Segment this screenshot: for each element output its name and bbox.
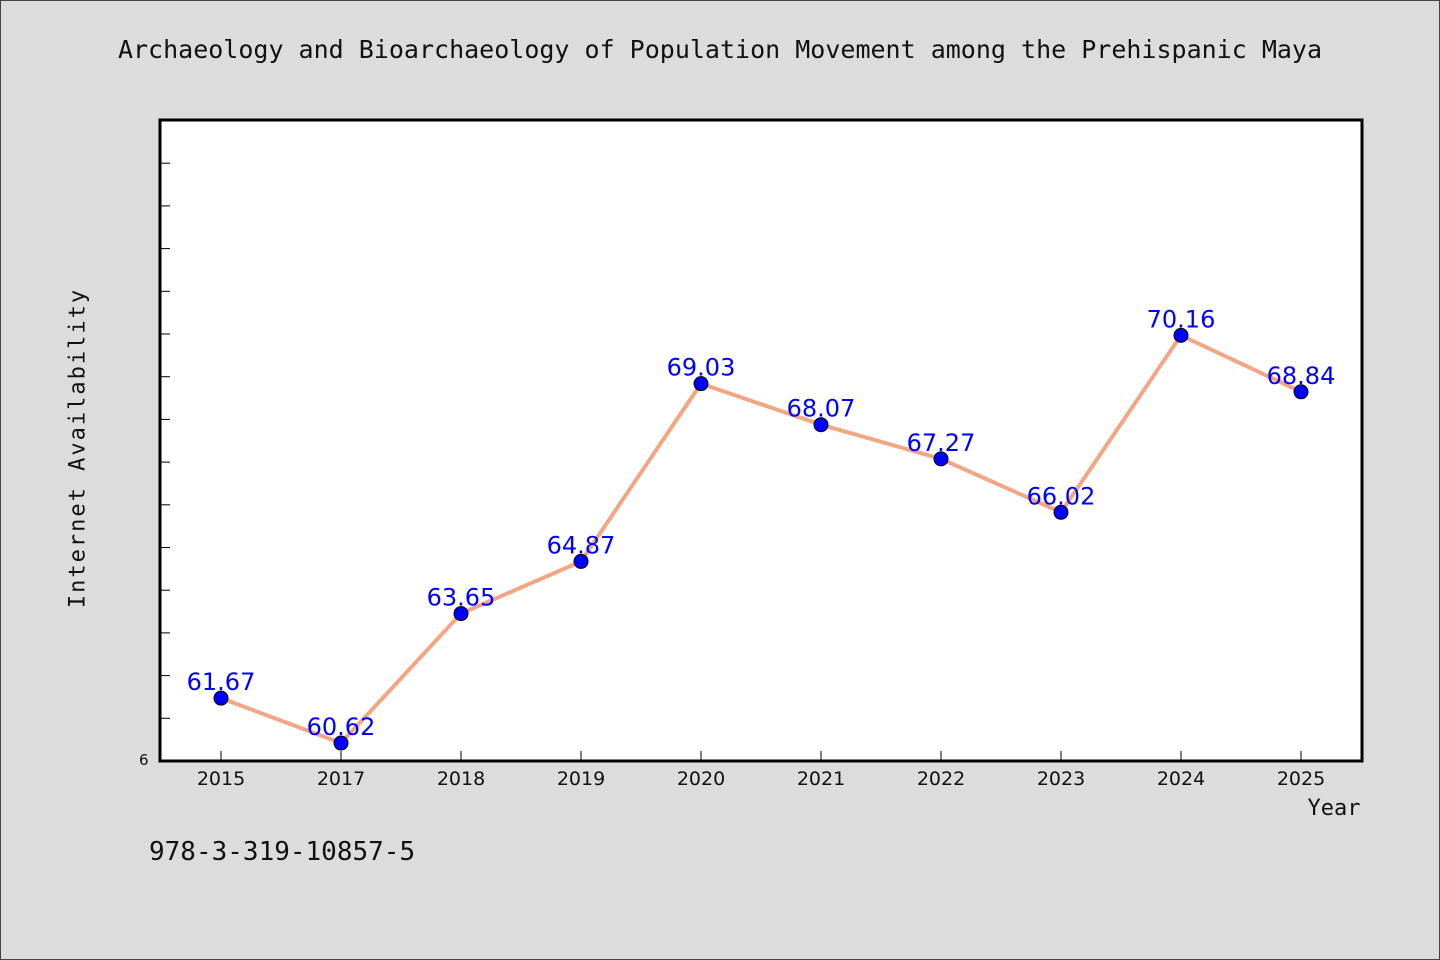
data-point [933,451,949,467]
x-tick-label: 2024 [1157,768,1205,790]
data-label: 70.16 [1147,305,1216,333]
data-point [213,690,229,706]
data-label: 69.03 [667,354,736,382]
series-line [220,333,1302,746]
y-ticks [160,162,170,719]
x-tick-label: 2018 [437,768,485,790]
data-point [1173,327,1189,343]
data-label: 60.62 [307,713,376,741]
data-markers [213,327,1309,751]
data-point [453,606,469,622]
x-ticks: 2015 2017 2018 2019 2020 2021 2022 2023 2024 2025 [197,751,1325,790]
x-tick-label: 2023 [1037,768,1085,790]
data-point [693,376,709,392]
data-labels: 61.67 60.62 63.65 64.87 69.03 68.07 67.27 66.02… [187,305,1336,741]
y-axis-label: Internet Availability [65,287,91,609]
x-axis-label: Year [1307,796,1361,821]
x-tick-label: 2025 [1277,768,1325,790]
data-label: 66.02 [1027,482,1096,510]
x-tick-label: 2020 [677,768,725,790]
x-tick-label: 2022 [917,768,965,790]
y-min-tick-label: 6 [139,751,149,769]
data-label: 61.67 [187,668,256,696]
data-point [1053,504,1069,520]
isbn-text: 978-3-319-10857-5 [149,837,416,867]
chart-title: Archaeology and Bioarchaeology of Popula… [117,35,1323,64]
data-label: 68.07 [787,395,856,423]
data-label: 67.27 [907,429,976,457]
x-tick-label: 2015 [197,768,245,790]
plot-area [158,118,1364,763]
data-point [1293,384,1309,400]
data-label: 63.65 [427,584,496,612]
data-label: 68.84 [1267,362,1336,390]
x-tick-label: 2017 [317,768,365,790]
x-tick-label: 2021 [797,768,845,790]
data-point [573,553,589,569]
x-tick-label: 2019 [557,768,605,790]
data-point [333,735,349,751]
data-point [813,417,829,433]
data-label: 64.87 [547,531,616,559]
